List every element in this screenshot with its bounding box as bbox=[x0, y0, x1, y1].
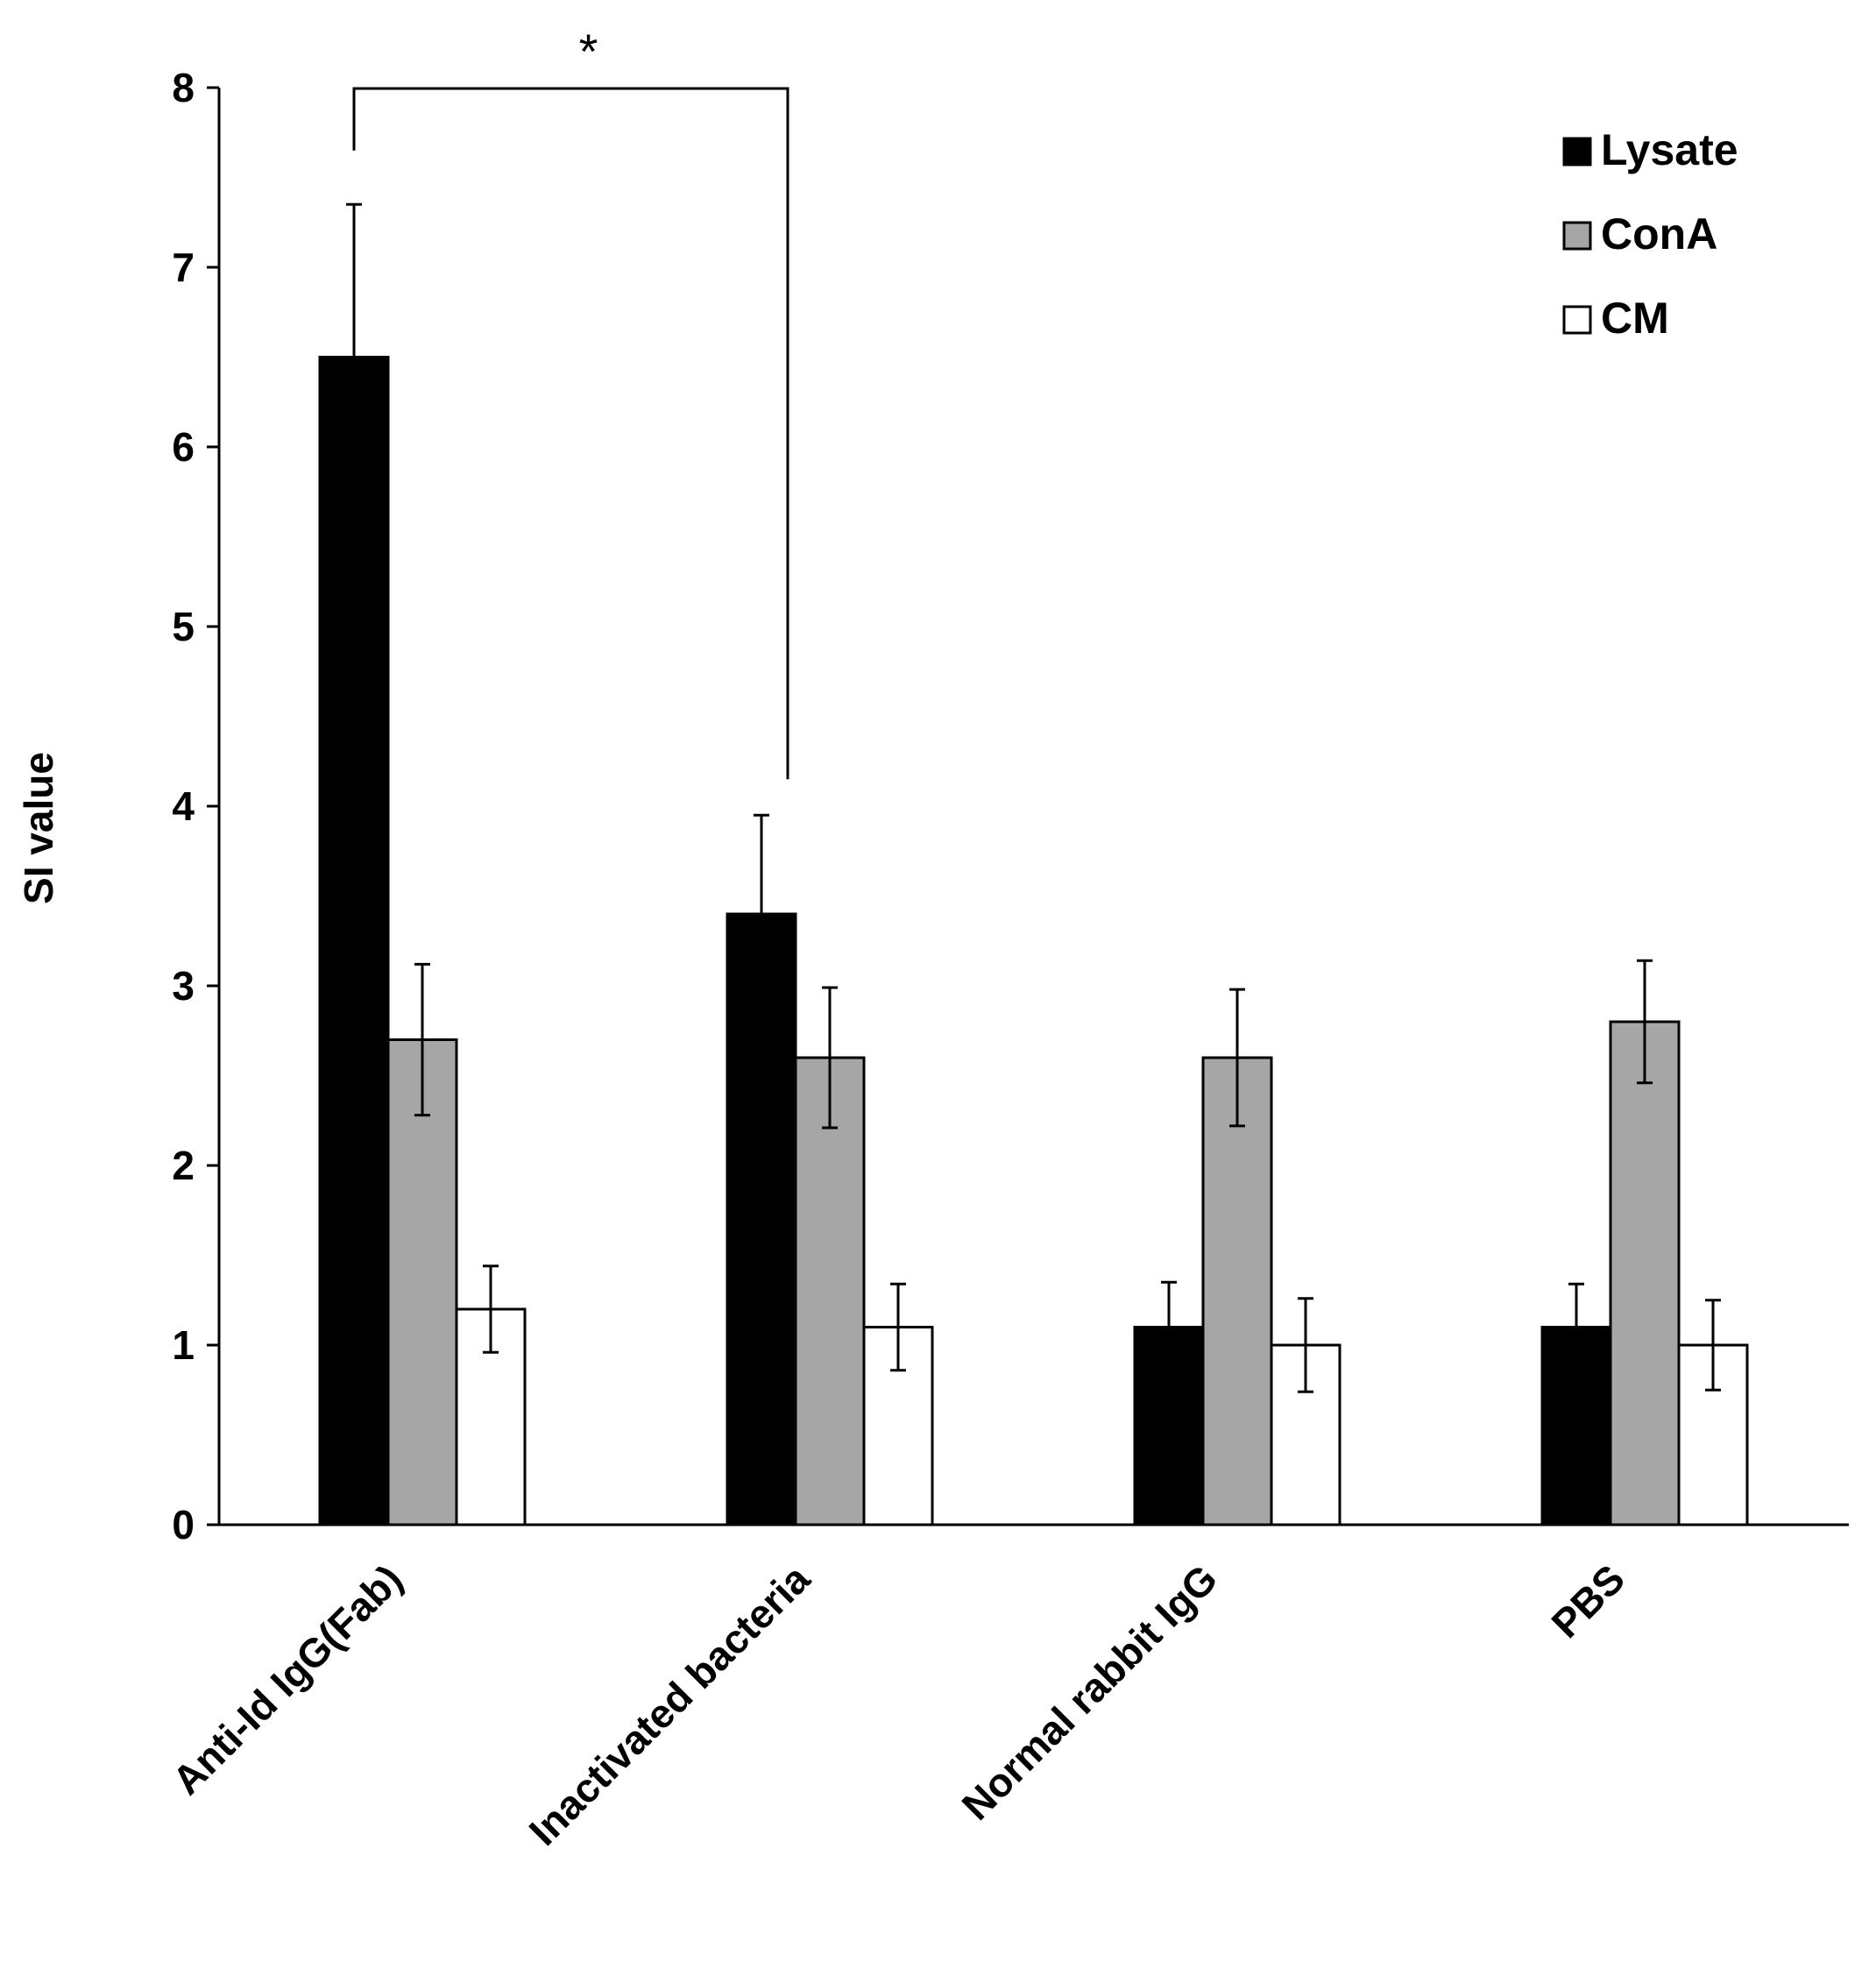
x-category-label-inactivated-bacteria: Inactivated bacteria bbox=[520, 1555, 819, 1854]
significance-bracket-group: * bbox=[352, 24, 789, 780]
error-bars-group bbox=[346, 202, 1721, 1393]
bar-cona-pbs bbox=[1609, 1020, 1681, 1526]
significance-bracket bbox=[352, 87, 789, 780]
bars-group bbox=[318, 356, 1749, 1526]
y-tick-label: 0 bbox=[172, 1502, 195, 1548]
bar-cona-anti-id-igg-fab bbox=[386, 1038, 458, 1526]
y-tick-label: 2 bbox=[172, 1143, 195, 1188]
y-axis-title: SI value bbox=[16, 752, 61, 904]
y-tick-label: 5 bbox=[172, 604, 195, 649]
x-labels-group: Anti-Id IgG(Fab) Inactivated bacteria Norm… bbox=[164, 1555, 1633, 1854]
legend: Lysate ConA CM bbox=[1562, 125, 1738, 343]
x-category-label-anti-id-igg-fab: Anti-Id IgG(Fab) bbox=[164, 1555, 411, 1803]
x-category-label-normal-rabbit-igg: Normal rabbit IgG bbox=[953, 1555, 1226, 1828]
legend-swatch-cona bbox=[1562, 221, 1592, 251]
y-tick-label: 4 bbox=[172, 783, 195, 829]
bar-cona-normal-rabbit-igg bbox=[1201, 1056, 1273, 1526]
x-category-label-pbs: PBS bbox=[1542, 1555, 1633, 1647]
legend-swatch-lysate bbox=[1562, 137, 1592, 166]
y-tick-label: 7 bbox=[172, 244, 195, 290]
y-ticks-group: 0 1 2 3 4 5 6 7 8 bbox=[172, 65, 219, 1548]
legend-label-lysate: Lysate bbox=[1601, 125, 1738, 174]
bar-cona-inactivated-bacteria bbox=[794, 1056, 866, 1526]
legend-label-cona: ConA bbox=[1601, 209, 1717, 259]
legend-label-cm: CM bbox=[1601, 294, 1669, 343]
significance-asterisk: * bbox=[579, 24, 598, 79]
legend-swatch-cm bbox=[1562, 305, 1592, 335]
y-tick-label: 1 bbox=[172, 1322, 195, 1368]
y-tick-label: 3 bbox=[172, 963, 195, 1009]
y-tick-label: 8 bbox=[172, 65, 195, 110]
y-tick-label: 6 bbox=[172, 424, 195, 470]
bar-lysate-anti-id-igg-fab bbox=[318, 356, 390, 1526]
